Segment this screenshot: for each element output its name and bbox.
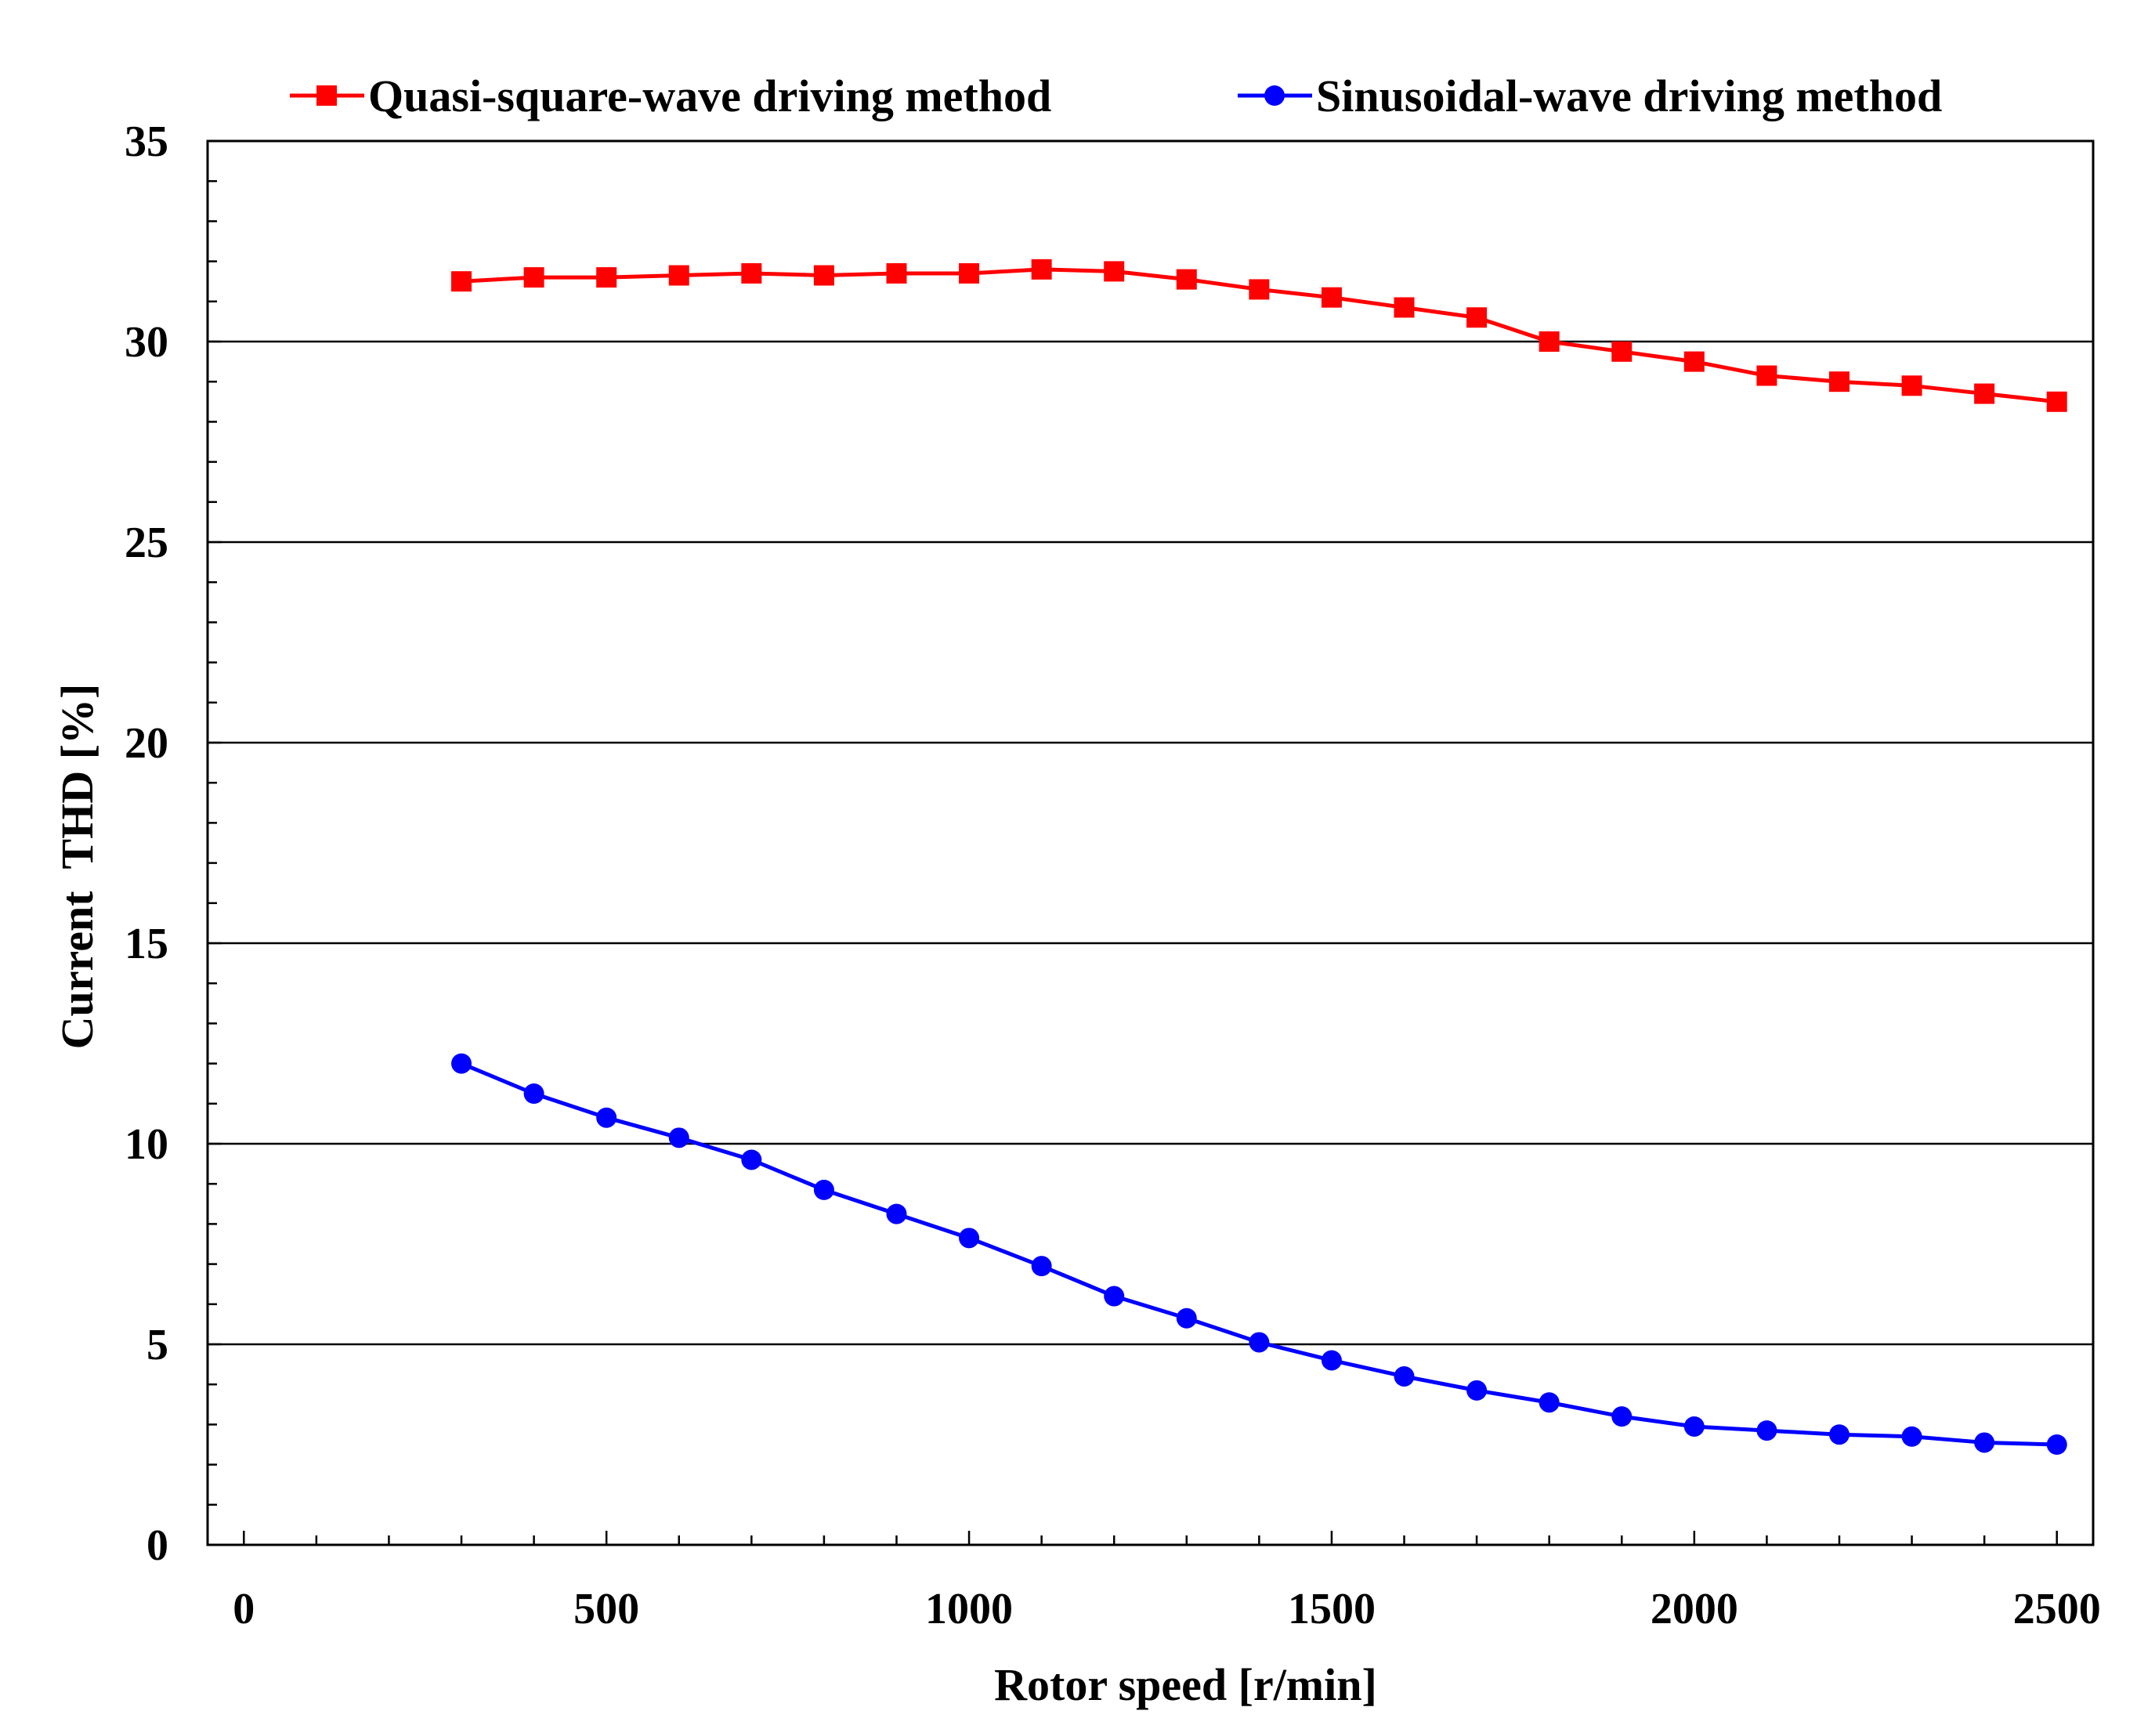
data-point: [1683, 351, 1705, 372]
x-tick-label: 0: [233, 1585, 255, 1633]
legend-label: Sinusoidal-wave driving method: [1316, 71, 1942, 121]
plot-frame: [206, 139, 2095, 1546]
series-2: [451, 1053, 2067, 1455]
data-point: [1031, 259, 1052, 280]
x-tick-label: 1500: [1288, 1585, 1376, 1633]
series-line: [461, 1061, 2057, 1447]
x-tick-label: 1000: [925, 1585, 1013, 1633]
data-point: [1031, 1256, 1052, 1277]
data-point: [1176, 269, 1197, 290]
data-point: [1104, 1286, 1125, 1307]
y-tick-label: 5: [146, 1321, 168, 1369]
y-tick-label: 15: [125, 920, 168, 968]
data-point: [668, 265, 689, 286]
data-point: [1901, 375, 1922, 396]
legend-item: Quasi-square-wave driving method: [290, 71, 1051, 121]
data-point: [1176, 1307, 1197, 1329]
legend-marker: [316, 85, 337, 106]
y-tick-label: 25: [125, 519, 168, 567]
data-point: [1828, 371, 1850, 392]
data-point: [451, 271, 472, 292]
data-point: [1611, 1406, 1633, 1427]
x-tick-label: 2000: [1651, 1585, 1738, 1633]
data-point: [813, 265, 834, 286]
data-point: [1466, 307, 1488, 328]
y-axis-title: Current THD [%]: [52, 684, 103, 1050]
data-point: [523, 1083, 544, 1104]
legend-label: Quasi-square-wave driving method: [368, 71, 1051, 121]
data-point: [451, 1053, 472, 1074]
y-tick-label: 10: [125, 1120, 168, 1169]
y-tick-label: 30: [125, 318, 168, 367]
data-point: [2046, 391, 2067, 412]
data-point: [596, 1107, 617, 1128]
data-point: [886, 262, 907, 284]
data-point: [1611, 341, 1633, 362]
y-tick-label: 35: [125, 118, 168, 166]
x-tick-labels: 0 500 1000 1500 2000 2500: [233, 1585, 2100, 1633]
data-point: [1321, 287, 1342, 308]
x-tick-label: 2500: [2013, 1585, 2101, 1633]
data-point: [1394, 297, 1415, 318]
data-point: [1974, 383, 1995, 404]
minor-ticks: [208, 139, 2058, 1546]
data-point: [1249, 279, 1270, 300]
data-point: [1539, 331, 1560, 352]
data-point: [1828, 1424, 1850, 1445]
data-point: [1756, 365, 1777, 386]
data-point: [1321, 1350, 1342, 1371]
data-point: [741, 262, 762, 284]
data-point: [1466, 1380, 1488, 1401]
data-point: [2046, 1434, 2067, 1455]
data-point: [959, 1228, 980, 1249]
data-point: [1756, 1420, 1777, 1441]
data-point: [1394, 1365, 1415, 1387]
data-point: [668, 1127, 689, 1148]
data-point: [959, 262, 980, 284]
data-point: [596, 267, 617, 288]
legend-marker: [1264, 85, 1285, 106]
data-point: [523, 267, 544, 288]
x-axis-title: Rotor speed [r/min]: [994, 1659, 1377, 1710]
data-point: [1539, 1392, 1560, 1413]
data-point: [1249, 1332, 1270, 1353]
y-tick-labels: 0 5 10 15 20 25 30 35: [125, 118, 168, 1570]
series-1: [451, 259, 2067, 412]
gridlines: [208, 340, 2093, 1346]
legend-item: Sinusoidal-wave driving method: [1238, 71, 1942, 121]
legend: Quasi-square-wave driving method Sinusoid…: [290, 71, 1942, 121]
data-point: [1683, 1416, 1705, 1437]
series-layer: [451, 259, 2067, 1455]
x-tick-label: 500: [573, 1585, 639, 1633]
y-tick-label: 20: [125, 719, 168, 768]
data-point: [1974, 1432, 1995, 1453]
y-tick-label: 0: [146, 1521, 168, 1570]
data-point: [1901, 1426, 1922, 1447]
data-point: [886, 1203, 907, 1224]
data-point: [1104, 261, 1125, 282]
data-point: [813, 1179, 834, 1200]
data-point: [741, 1149, 762, 1170]
